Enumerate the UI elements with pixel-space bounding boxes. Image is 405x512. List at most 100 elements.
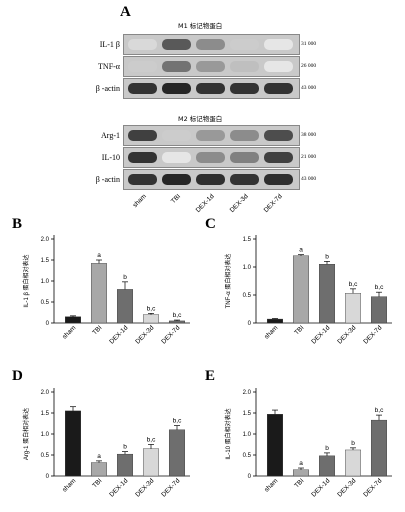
x-tick-label: sham bbox=[61, 324, 77, 340]
blot-mw-label: 26 000 bbox=[301, 63, 317, 69]
blot-band bbox=[230, 83, 259, 94]
bar bbox=[318, 264, 335, 324]
y-tick-label: 0.5 bbox=[243, 293, 252, 299]
blot-strip-actin-m2 bbox=[123, 169, 300, 190]
blot-strip-arg1 bbox=[123, 125, 300, 146]
blot-band bbox=[162, 83, 191, 94]
y-tick-label: 0 bbox=[248, 474, 252, 480]
blot-band bbox=[230, 130, 259, 141]
blot-row-label: IL-1 β bbox=[99, 40, 120, 49]
significance-label: a bbox=[299, 247, 303, 254]
bar bbox=[266, 414, 283, 477]
y-tick-label: 1.0 bbox=[243, 265, 252, 271]
blot-row-label: TNF-α bbox=[98, 62, 120, 71]
blot-band bbox=[162, 130, 191, 141]
y-tick-label: 0.5 bbox=[243, 453, 252, 459]
bar bbox=[168, 320, 185, 324]
y-tick-label: 2.0 bbox=[41, 237, 50, 243]
y-tick-label: 1.0 bbox=[41, 279, 50, 285]
bar bbox=[90, 462, 107, 477]
significance-label: a bbox=[97, 252, 101, 259]
y-axis-label: IL-1 β 蛋白相对表达 bbox=[22, 254, 30, 307]
blot-strip-tnfa bbox=[123, 56, 300, 77]
x-tick-label: sham bbox=[263, 477, 279, 493]
bar bbox=[344, 449, 361, 477]
bar bbox=[142, 314, 159, 324]
blot-band bbox=[162, 174, 191, 185]
blot-band bbox=[128, 83, 157, 94]
bar bbox=[292, 255, 309, 324]
chart-arg1: Arg-1 蛋白相对表达 0 0.5 1.0 1.5 2.0 sham a TBI b DEX-1d… bbox=[22, 388, 190, 499]
x-tick-label: DEX-7d bbox=[160, 324, 181, 345]
blot-lane-label: sham bbox=[131, 193, 148, 210]
panel-letter-b: B bbox=[12, 216, 23, 232]
blot-band bbox=[264, 130, 293, 141]
y-tick-label: 0.5 bbox=[41, 453, 50, 459]
blot-band bbox=[230, 152, 259, 163]
x-tick-label: TBI bbox=[91, 477, 103, 489]
blot-band bbox=[128, 61, 157, 72]
x-tick-label: DEX-3d bbox=[134, 477, 155, 498]
x-tick-label: sham bbox=[263, 324, 279, 340]
blot-band bbox=[196, 39, 225, 50]
blot-mw-label: 31 000 bbox=[301, 41, 317, 47]
blot-band bbox=[128, 152, 157, 163]
x-tick-label: DEX-7d bbox=[362, 477, 383, 498]
significance-label: b,c bbox=[375, 407, 384, 414]
bar bbox=[90, 263, 107, 324]
x-tick-label: sham bbox=[61, 477, 77, 493]
blot-band bbox=[128, 130, 157, 141]
blot-band bbox=[264, 152, 293, 163]
y-tick-label: 0.5 bbox=[41, 300, 50, 306]
blot-row-label: Arg-1 bbox=[101, 131, 120, 140]
x-tick-label: DEX-1d bbox=[310, 477, 331, 498]
bar bbox=[64, 410, 81, 477]
m2-blot-title: M2 标记物蛋白 bbox=[178, 115, 223, 123]
blot-band bbox=[264, 174, 293, 185]
x-tick-label: DEX-1d bbox=[310, 324, 331, 345]
significance-label: b,c bbox=[147, 305, 156, 312]
y-tick-label: 2.0 bbox=[41, 390, 50, 396]
blot-band bbox=[162, 39, 191, 50]
chart-il10: IL-10 蛋白相对表达 0 0.5 1.0 1.5 2.0 sham a TBI b DEX-1d… bbox=[224, 388, 392, 499]
blot-row-label: β -actin bbox=[95, 175, 120, 184]
blot-band bbox=[196, 130, 225, 141]
significance-label: b bbox=[123, 274, 127, 281]
blot-strip-il1b bbox=[123, 34, 300, 55]
x-tick-label: TBI bbox=[293, 324, 305, 336]
y-axis-label: IL-10 蛋白相对表达 bbox=[224, 408, 232, 459]
y-tick-label: 0 bbox=[248, 321, 252, 327]
x-tick-label: TBI bbox=[293, 477, 305, 489]
y-tick-label: 1.5 bbox=[41, 258, 50, 264]
blot-band bbox=[128, 174, 157, 185]
blot-band bbox=[162, 152, 191, 163]
x-tick-label: DEX-7d bbox=[160, 477, 181, 498]
blot-mw-label: 43 000 bbox=[301, 176, 317, 182]
significance-label: b bbox=[123, 444, 127, 451]
blot-band bbox=[264, 83, 293, 94]
y-axis-label: Arg-1 蛋白相对表达 bbox=[22, 408, 30, 460]
panel-letter-e: E bbox=[205, 368, 216, 384]
blot-row-label: β -actin bbox=[95, 84, 120, 93]
blot-band bbox=[230, 174, 259, 185]
blot-band bbox=[264, 39, 293, 50]
y-tick-label: 1.5 bbox=[243, 411, 252, 417]
blot-band bbox=[128, 39, 157, 50]
blot-mw-label: 21 000 bbox=[301, 154, 317, 160]
bar bbox=[292, 469, 309, 477]
significance-label: b,c bbox=[349, 281, 358, 288]
x-tick-label: DEX-1d bbox=[108, 477, 129, 498]
x-tick-label: DEX-1d bbox=[108, 324, 129, 345]
blot-band bbox=[196, 61, 225, 72]
blot-lane-label: TBI bbox=[169, 193, 182, 206]
blot-band bbox=[196, 83, 225, 94]
significance-label: b,c bbox=[173, 312, 182, 319]
bar bbox=[318, 455, 335, 477]
bar bbox=[370, 296, 387, 324]
y-tick-label: 1.0 bbox=[243, 432, 252, 438]
x-tick-label: DEX-3d bbox=[336, 324, 357, 345]
bar bbox=[344, 293, 361, 324]
blot-strip-il10 bbox=[123, 147, 300, 168]
bar bbox=[64, 316, 81, 324]
bar bbox=[142, 448, 159, 477]
